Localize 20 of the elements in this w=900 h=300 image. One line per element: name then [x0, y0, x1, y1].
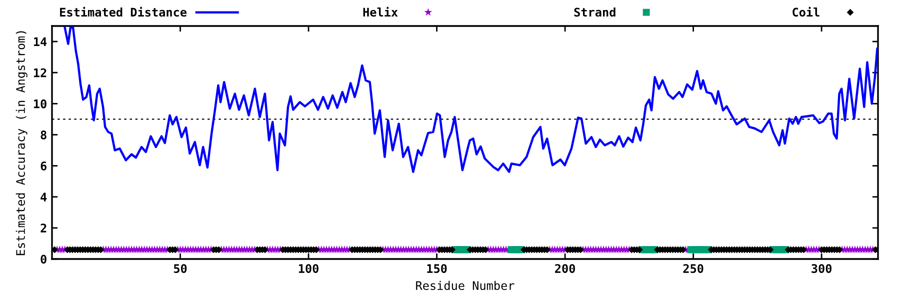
y-tick-label: 2 — [40, 224, 46, 232]
y-tick-label: 12 — [34, 68, 46, 78]
x-tick-label: 150 — [427, 264, 447, 273]
y-tick-label: 6 — [40, 162, 46, 170]
x-tick-label: 300 — [812, 264, 832, 273]
y-axis-title: Estimated Accuracy (in Angstrom) — [16, 31, 28, 256]
legend-label: Estimated Distance — [60, 6, 187, 17]
y-tick-label: 4 — [40, 192, 47, 202]
y-tick-label: 8 — [40, 130, 46, 140]
y-tick-label: 14 — [34, 37, 47, 46]
legend-label: Helix — [363, 6, 398, 17]
x-tick-label: 100 — [298, 264, 318, 273]
legend-label: Strand — [574, 7, 616, 17]
y-tick-label: 10 — [34, 99, 46, 108]
legend-label: Coil — [792, 6, 820, 17]
x-axis-title: Residue Number — [416, 280, 514, 290]
y-tick-label: 0 — [40, 254, 46, 264]
x-tick-label: 50 — [174, 264, 187, 273]
x-tick-label: 200 — [555, 264, 575, 273]
x-tick-label: 250 — [683, 264, 704, 273]
